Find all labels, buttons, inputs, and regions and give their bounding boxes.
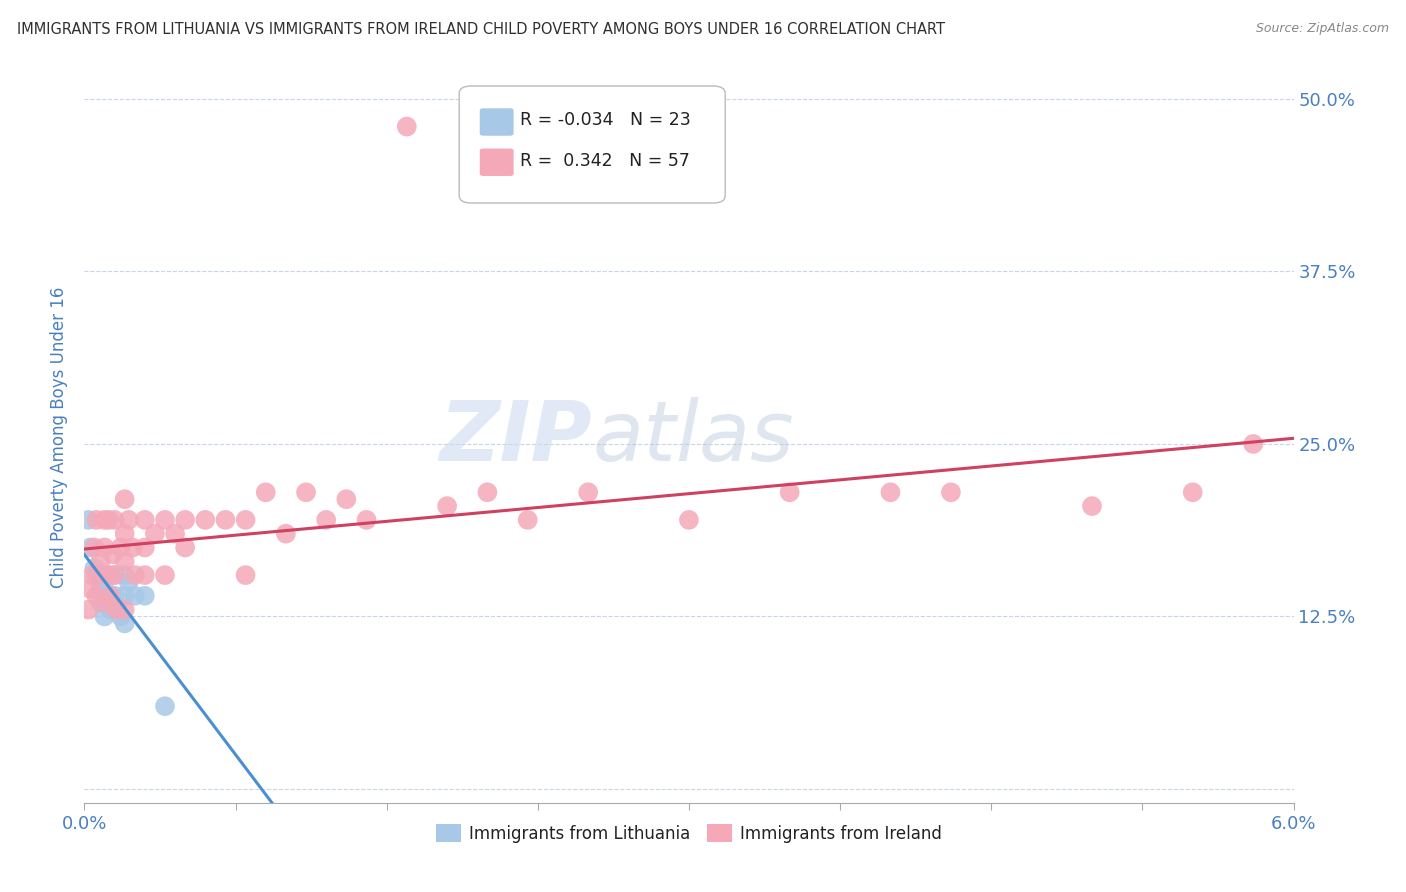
Point — [1081, 499, 1104, 513]
Point — [678, 513, 700, 527]
Point — [93, 596, 115, 610]
Point — [395, 120, 418, 134]
Point — [118, 574, 141, 589]
Point — [83, 561, 105, 575]
Point — [124, 589, 146, 603]
Point — [153, 568, 176, 582]
Point — [134, 513, 156, 527]
Point — [516, 513, 538, 527]
Point — [77, 602, 100, 616]
Point — [105, 602, 128, 616]
Point — [104, 513, 127, 527]
Text: Source: ZipAtlas.com: Source: ZipAtlas.com — [1256, 22, 1389, 36]
Point — [93, 609, 115, 624]
Point — [89, 554, 111, 568]
Point — [118, 513, 141, 527]
Point — [100, 602, 122, 616]
Y-axis label: Child Poverty Among Boys Under 16: Child Poverty Among Boys Under 16 — [49, 286, 67, 588]
Point — [153, 513, 176, 527]
Point — [214, 513, 236, 527]
Point — [879, 485, 901, 500]
Point — [97, 568, 120, 582]
Text: IMMIGRANTS FROM LITHUANIA VS IMMIGRANTS FROM IRELAND CHILD POVERTY AMONG BOYS UN: IMMIGRANTS FROM LITHUANIA VS IMMIGRANTS … — [17, 22, 945, 37]
Point — [114, 526, 136, 541]
Point — [104, 568, 127, 582]
Point — [1181, 485, 1204, 500]
FancyBboxPatch shape — [479, 149, 513, 176]
Point — [83, 541, 105, 555]
Point — [93, 582, 115, 596]
Point — [89, 582, 111, 596]
Point — [114, 589, 136, 603]
Point — [194, 513, 217, 527]
Point — [1241, 437, 1264, 451]
Point — [97, 568, 120, 582]
Point — [143, 526, 166, 541]
Point — [335, 492, 357, 507]
Point — [356, 513, 378, 527]
Point — [86, 513, 108, 527]
Point — [104, 568, 127, 582]
Point — [97, 513, 120, 527]
Point — [86, 568, 108, 582]
Point — [315, 513, 337, 527]
FancyBboxPatch shape — [460, 86, 725, 203]
Point — [93, 513, 115, 527]
Point — [134, 589, 156, 603]
Point — [100, 589, 122, 603]
Point — [295, 485, 318, 500]
Text: atlas: atlas — [592, 397, 794, 477]
Point — [235, 513, 257, 527]
Point — [93, 541, 115, 555]
Point — [436, 499, 458, 513]
Point — [110, 609, 132, 624]
Point — [77, 513, 100, 527]
Point — [576, 485, 599, 500]
Point — [79, 541, 101, 555]
Point — [82, 568, 104, 582]
Point — [134, 568, 156, 582]
Point — [114, 616, 136, 631]
Point — [114, 554, 136, 568]
Point — [86, 589, 108, 603]
Point — [121, 541, 143, 555]
Point — [254, 485, 277, 500]
Point — [89, 596, 111, 610]
Point — [105, 602, 128, 616]
Point — [235, 568, 257, 582]
Point — [114, 602, 136, 616]
Point — [174, 513, 197, 527]
Point — [93, 596, 115, 610]
Text: R =  0.342   N = 57: R = 0.342 N = 57 — [520, 152, 689, 169]
Point — [79, 582, 101, 596]
Point — [779, 485, 801, 500]
Legend: Immigrants from Lithuania, Immigrants from Ireland: Immigrants from Lithuania, Immigrants fr… — [429, 818, 949, 849]
FancyBboxPatch shape — [479, 108, 513, 136]
Point — [104, 589, 127, 603]
Point — [114, 492, 136, 507]
Point — [114, 568, 136, 582]
Point — [477, 485, 499, 500]
Text: R = -0.034   N = 23: R = -0.034 N = 23 — [520, 112, 690, 129]
Point — [134, 541, 156, 555]
Text: ZIP: ZIP — [440, 397, 592, 477]
Point — [274, 526, 297, 541]
Point — [153, 699, 176, 714]
Point — [97, 589, 120, 603]
Point — [110, 541, 132, 555]
Point — [87, 568, 110, 582]
Point — [174, 541, 197, 555]
Point — [939, 485, 962, 500]
Point — [165, 526, 187, 541]
Point — [124, 568, 146, 582]
Point — [101, 548, 124, 562]
